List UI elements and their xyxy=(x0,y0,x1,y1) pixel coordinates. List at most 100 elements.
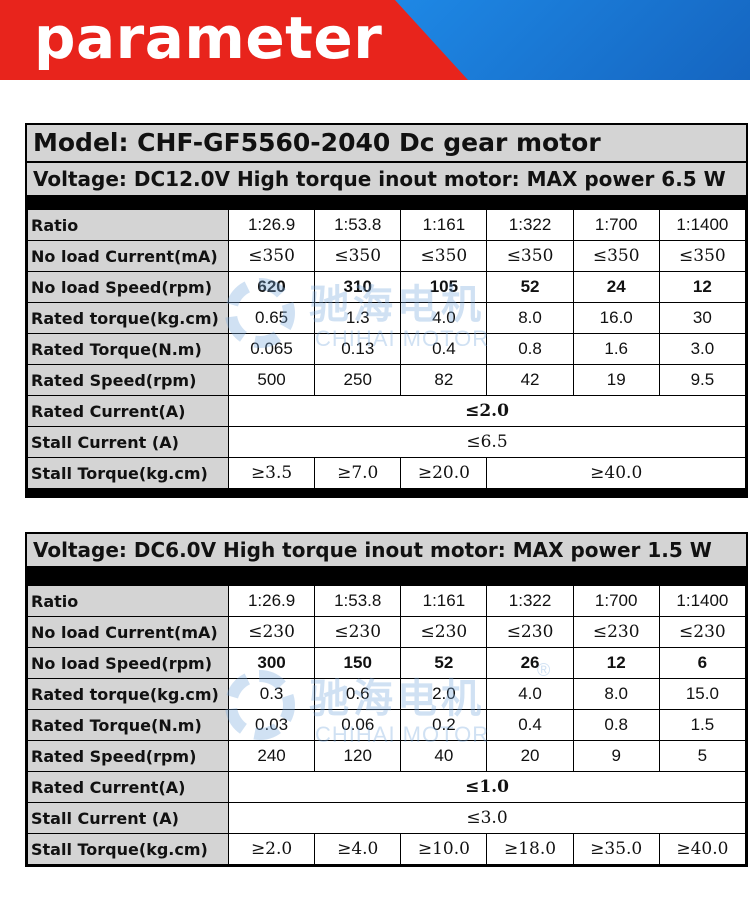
value-cell: 0.65 xyxy=(227,302,316,334)
value-cell: 150 xyxy=(314,647,402,679)
row-label: No load Current(mA) xyxy=(27,240,229,272)
ratio-cell: 1:53.8 xyxy=(314,209,402,241)
value-cell: 9 xyxy=(572,740,660,772)
value-cell: ≥2.0 xyxy=(227,833,316,865)
row-label: Stall Current (A) xyxy=(27,802,229,834)
value-cell: ≤350 xyxy=(314,240,402,272)
value-cell: 0.13 xyxy=(314,333,402,365)
table-row: Stall Current (A) ≤3.0 xyxy=(27,802,746,834)
value-cell: 4.0 xyxy=(486,678,574,710)
table-row: No load Current(mA) ≤350 ≤350 ≤350 ≤350 … xyxy=(27,240,747,272)
table-row: Stall Current (A) ≤6.5 xyxy=(27,426,746,458)
value-cell: 30 xyxy=(658,302,747,334)
value-cell: 16.0 xyxy=(572,302,660,334)
row-label: Rated Speed(rpm) xyxy=(27,364,229,396)
ratio-cell: 1:161 xyxy=(400,585,488,617)
ratio-cell: 1:26.9 xyxy=(227,585,316,617)
value-cell: ≥40.0 xyxy=(658,833,747,865)
value-cell: 42 xyxy=(486,364,574,396)
value-cell: 26 xyxy=(486,647,574,679)
value-cell: ≥20.0 xyxy=(400,457,488,489)
value-cell: 0.06 xyxy=(314,709,402,741)
ratio-cell: 1:53.8 xyxy=(314,585,402,617)
ratio-cell: 1:1400 xyxy=(658,209,747,241)
spec-block-12v: Model: CHF-GF5560-2040 Dc gear motor Vol… xyxy=(25,123,748,498)
table-row: Rated Speed(rpm) 240 120 40 20 9 5 xyxy=(27,740,747,772)
value-cell: ≥35.0 xyxy=(572,833,660,865)
value-cell: 52 xyxy=(486,271,574,303)
separator-bar xyxy=(27,489,746,496)
value-cell: 8.0 xyxy=(572,678,660,710)
ratio-cell: 1:700 xyxy=(572,209,660,241)
value-cell: 620 xyxy=(227,271,316,303)
value-cell: ≥4.0 xyxy=(314,833,402,865)
value-cell: ≥7.0 xyxy=(314,457,402,489)
banner-red-panel xyxy=(0,0,470,80)
row-label: Rated Torque(N.m) xyxy=(27,333,229,365)
value-cell: 300 xyxy=(227,647,316,679)
merged-value-cell: ≤3.0 xyxy=(228,802,746,834)
row-label: Ratio xyxy=(27,585,229,617)
table-row: Rated torque(kg.cm) 0.65 1.3 4.0 8.0 16.… xyxy=(27,302,747,334)
value-cell: 0.3 xyxy=(227,678,316,710)
value-cell: ≤230 xyxy=(658,616,747,648)
value-cell: ≥18.0 xyxy=(486,833,574,865)
row-label: Rated Current(A) xyxy=(27,395,229,427)
value-cell: 5 xyxy=(658,740,747,772)
value-cell: 250 xyxy=(314,364,402,396)
value-cell: 0.065 xyxy=(227,333,316,365)
value-cell: 1.6 xyxy=(572,333,660,365)
table-row: No load Speed(rpm) 300 150 52 26 12 6 xyxy=(27,647,747,679)
merged-value-cell: ≤1.0 xyxy=(228,771,746,803)
ratio-cell: 1:322 xyxy=(486,209,574,241)
table-row: Stall Torque(kg.cm) ≥2.0 ≥4.0 ≥10.0 ≥18.… xyxy=(27,833,747,865)
value-cell: ≤230 xyxy=(314,616,402,648)
row-label: Stall Torque(kg.cm) xyxy=(27,457,229,489)
row-label: No load Speed(rpm) xyxy=(27,647,229,679)
value-cell: 6 xyxy=(658,647,747,679)
ratio-cell: 1:26.9 xyxy=(227,209,316,241)
value-cell: 1.5 xyxy=(658,709,747,741)
merged-value-cell: ≤6.5 xyxy=(228,426,746,458)
value-cell: 52 xyxy=(400,647,488,679)
row-label: Ratio xyxy=(27,209,229,241)
table-row: Ratio 1:26.9 1:53.8 1:161 1:322 1:700 1:… xyxy=(27,585,747,617)
value-cell: 4.0 xyxy=(400,302,488,334)
value-cell: 500 xyxy=(227,364,316,396)
value-cell: 0.2 xyxy=(400,709,488,741)
value-cell: 82 xyxy=(400,364,488,396)
value-cell: 0.8 xyxy=(572,709,660,741)
value-cell: 8.0 xyxy=(486,302,574,334)
value-cell: ≤350 xyxy=(572,240,660,272)
value-cell: ≤350 xyxy=(227,240,316,272)
ratio-cell: 1:700 xyxy=(572,585,660,617)
value-cell: 19 xyxy=(572,364,660,396)
row-label: Rated Torque(N.m) xyxy=(27,709,229,741)
header-banner: parameter xyxy=(0,0,750,80)
value-cell: 0.6 xyxy=(314,678,402,710)
row-label: No load Current(mA) xyxy=(27,616,229,648)
value-cell: 240 xyxy=(227,740,316,772)
value-cell: 20 xyxy=(486,740,574,772)
row-label: Stall Current (A) xyxy=(27,426,229,458)
value-cell: 3.0 xyxy=(658,333,747,365)
spec-table-6v: Ratio 1:26.9 1:53.8 1:161 1:322 1:700 1:… xyxy=(27,585,747,865)
voltage-title-6v: Voltage: DC6.0V High torque inout motor:… xyxy=(27,534,746,568)
page-title: parameter xyxy=(34,4,383,72)
merged-value-cell: ≤2.0 xyxy=(228,395,746,427)
value-cell: ≤350 xyxy=(658,240,747,272)
row-label: No load Speed(rpm) xyxy=(27,271,229,303)
table-row: Rated Torque(N.m) 0.065 0.13 0.4 0.8 1.6… xyxy=(27,333,747,365)
value-cell: 15.0 xyxy=(658,678,747,710)
value-cell: 9.5 xyxy=(658,364,747,396)
value-cell: 0.4 xyxy=(400,333,488,365)
merged-value-cell: ≥40.0 xyxy=(486,457,746,489)
value-cell: 0.03 xyxy=(227,709,316,741)
table-row: Rated torque(kg.cm) 0.3 0.6 2.0 4.0 8.0 … xyxy=(27,678,747,710)
value-cell: 0.8 xyxy=(486,333,574,365)
value-cell: ≥10.0 xyxy=(400,833,488,865)
value-cell: 12 xyxy=(658,271,747,303)
value-cell: ≤350 xyxy=(486,240,574,272)
table-row: Rated Torque(N.m) 0.03 0.06 0.2 0.4 0.8 … xyxy=(27,709,747,741)
table-row: Ratio 1:26.9 1:53.8 1:161 1:322 1:700 1:… xyxy=(27,209,747,241)
